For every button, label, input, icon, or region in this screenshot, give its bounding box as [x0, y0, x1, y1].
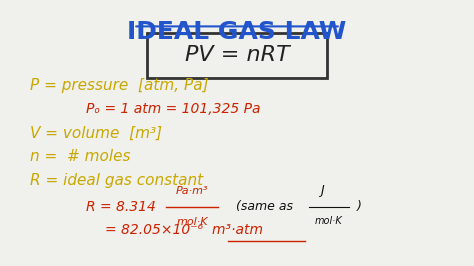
Text: n =  # moles: n = # moles — [30, 149, 130, 164]
Text: P = pressure  [atm, Pa]: P = pressure [atm, Pa] — [30, 78, 208, 93]
Text: PV = nRT: PV = nRT — [185, 45, 289, 65]
Text: ): ) — [357, 200, 362, 213]
Text: mol·K: mol·K — [176, 217, 208, 227]
Text: (same as: (same as — [228, 200, 297, 213]
Text: J: J — [320, 185, 324, 197]
Text: = 82.05×10⁻⁶  m³·atm: = 82.05×10⁻⁶ m³·atm — [105, 223, 263, 237]
FancyBboxPatch shape — [147, 33, 327, 78]
Text: Pa·m³: Pa·m³ — [176, 186, 209, 196]
Text: V = volume  [m³]: V = volume [m³] — [30, 126, 162, 140]
Text: R = 8.314: R = 8.314 — [86, 200, 165, 214]
Text: R = ideal gas constant: R = ideal gas constant — [30, 173, 203, 188]
Text: Pₒ = 1 atm = 101,325 Pa: Pₒ = 1 atm = 101,325 Pa — [86, 102, 261, 116]
Text: mol·K: mol·K — [315, 216, 343, 226]
Text: IDEAL GAS LAW: IDEAL GAS LAW — [128, 20, 346, 44]
